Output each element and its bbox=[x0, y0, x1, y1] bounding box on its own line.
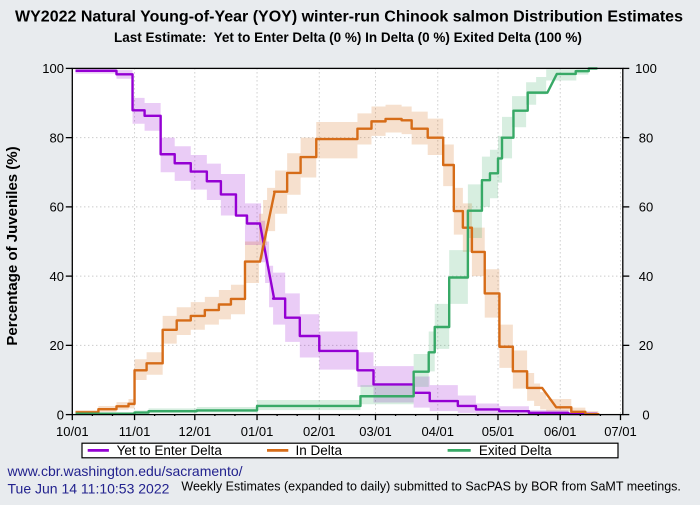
svg-text:60: 60 bbox=[639, 200, 653, 215]
svg-text:www.cbr.washington.edu/sacrame: www.cbr.washington.edu/sacramento/ bbox=[7, 463, 243, 479]
svg-text:01/01: 01/01 bbox=[241, 424, 274, 439]
svg-text:20: 20 bbox=[50, 338, 64, 353]
svg-text:05/01: 05/01 bbox=[482, 424, 515, 439]
svg-text:04/01: 04/01 bbox=[421, 424, 454, 439]
svg-text:Tue Jun 14 11:10:53 2022: Tue Jun 14 11:10:53 2022 bbox=[8, 480, 170, 496]
svg-text:Last Estimate: Yet to Enter D: Last Estimate: Yet to Enter Delta (0 %) … bbox=[114, 30, 582, 45]
svg-text:40: 40 bbox=[50, 269, 64, 284]
svg-text:06/01: 06/01 bbox=[544, 424, 577, 439]
svg-text:11/01: 11/01 bbox=[119, 424, 151, 439]
svg-text:Yet to Enter Delta: Yet to Enter Delta bbox=[117, 443, 223, 458]
svg-text:Percentage of Juveniles (%): Percentage of Juveniles (%) bbox=[4, 146, 21, 345]
svg-text:60: 60 bbox=[50, 200, 64, 215]
svg-text:10/01: 10/01 bbox=[56, 424, 89, 439]
svg-text:02/01: 02/01 bbox=[303, 424, 336, 439]
svg-text:07/01: 07/01 bbox=[604, 424, 637, 439]
svg-text:40: 40 bbox=[639, 269, 653, 284]
svg-text:80: 80 bbox=[50, 130, 64, 145]
svg-text:Weekly Estimates (expanded to: Weekly Estimates (expanded to daily) sub… bbox=[181, 479, 681, 493]
svg-text:12/01: 12/01 bbox=[179, 424, 212, 439]
svg-text:Exited Delta: Exited Delta bbox=[479, 443, 552, 458]
svg-text:WY2022 Natural Young-of-Year (: WY2022 Natural Young-of-Year (YOY) winte… bbox=[15, 9, 683, 26]
svg-text:0: 0 bbox=[57, 407, 64, 422]
svg-text:80: 80 bbox=[639, 130, 653, 145]
svg-text:0: 0 bbox=[642, 407, 649, 422]
svg-text:100: 100 bbox=[42, 61, 64, 76]
svg-text:20: 20 bbox=[639, 338, 653, 353]
svg-text:100: 100 bbox=[635, 61, 657, 76]
svg-text:In Delta: In Delta bbox=[296, 443, 343, 458]
svg-text:03/01: 03/01 bbox=[359, 424, 392, 439]
